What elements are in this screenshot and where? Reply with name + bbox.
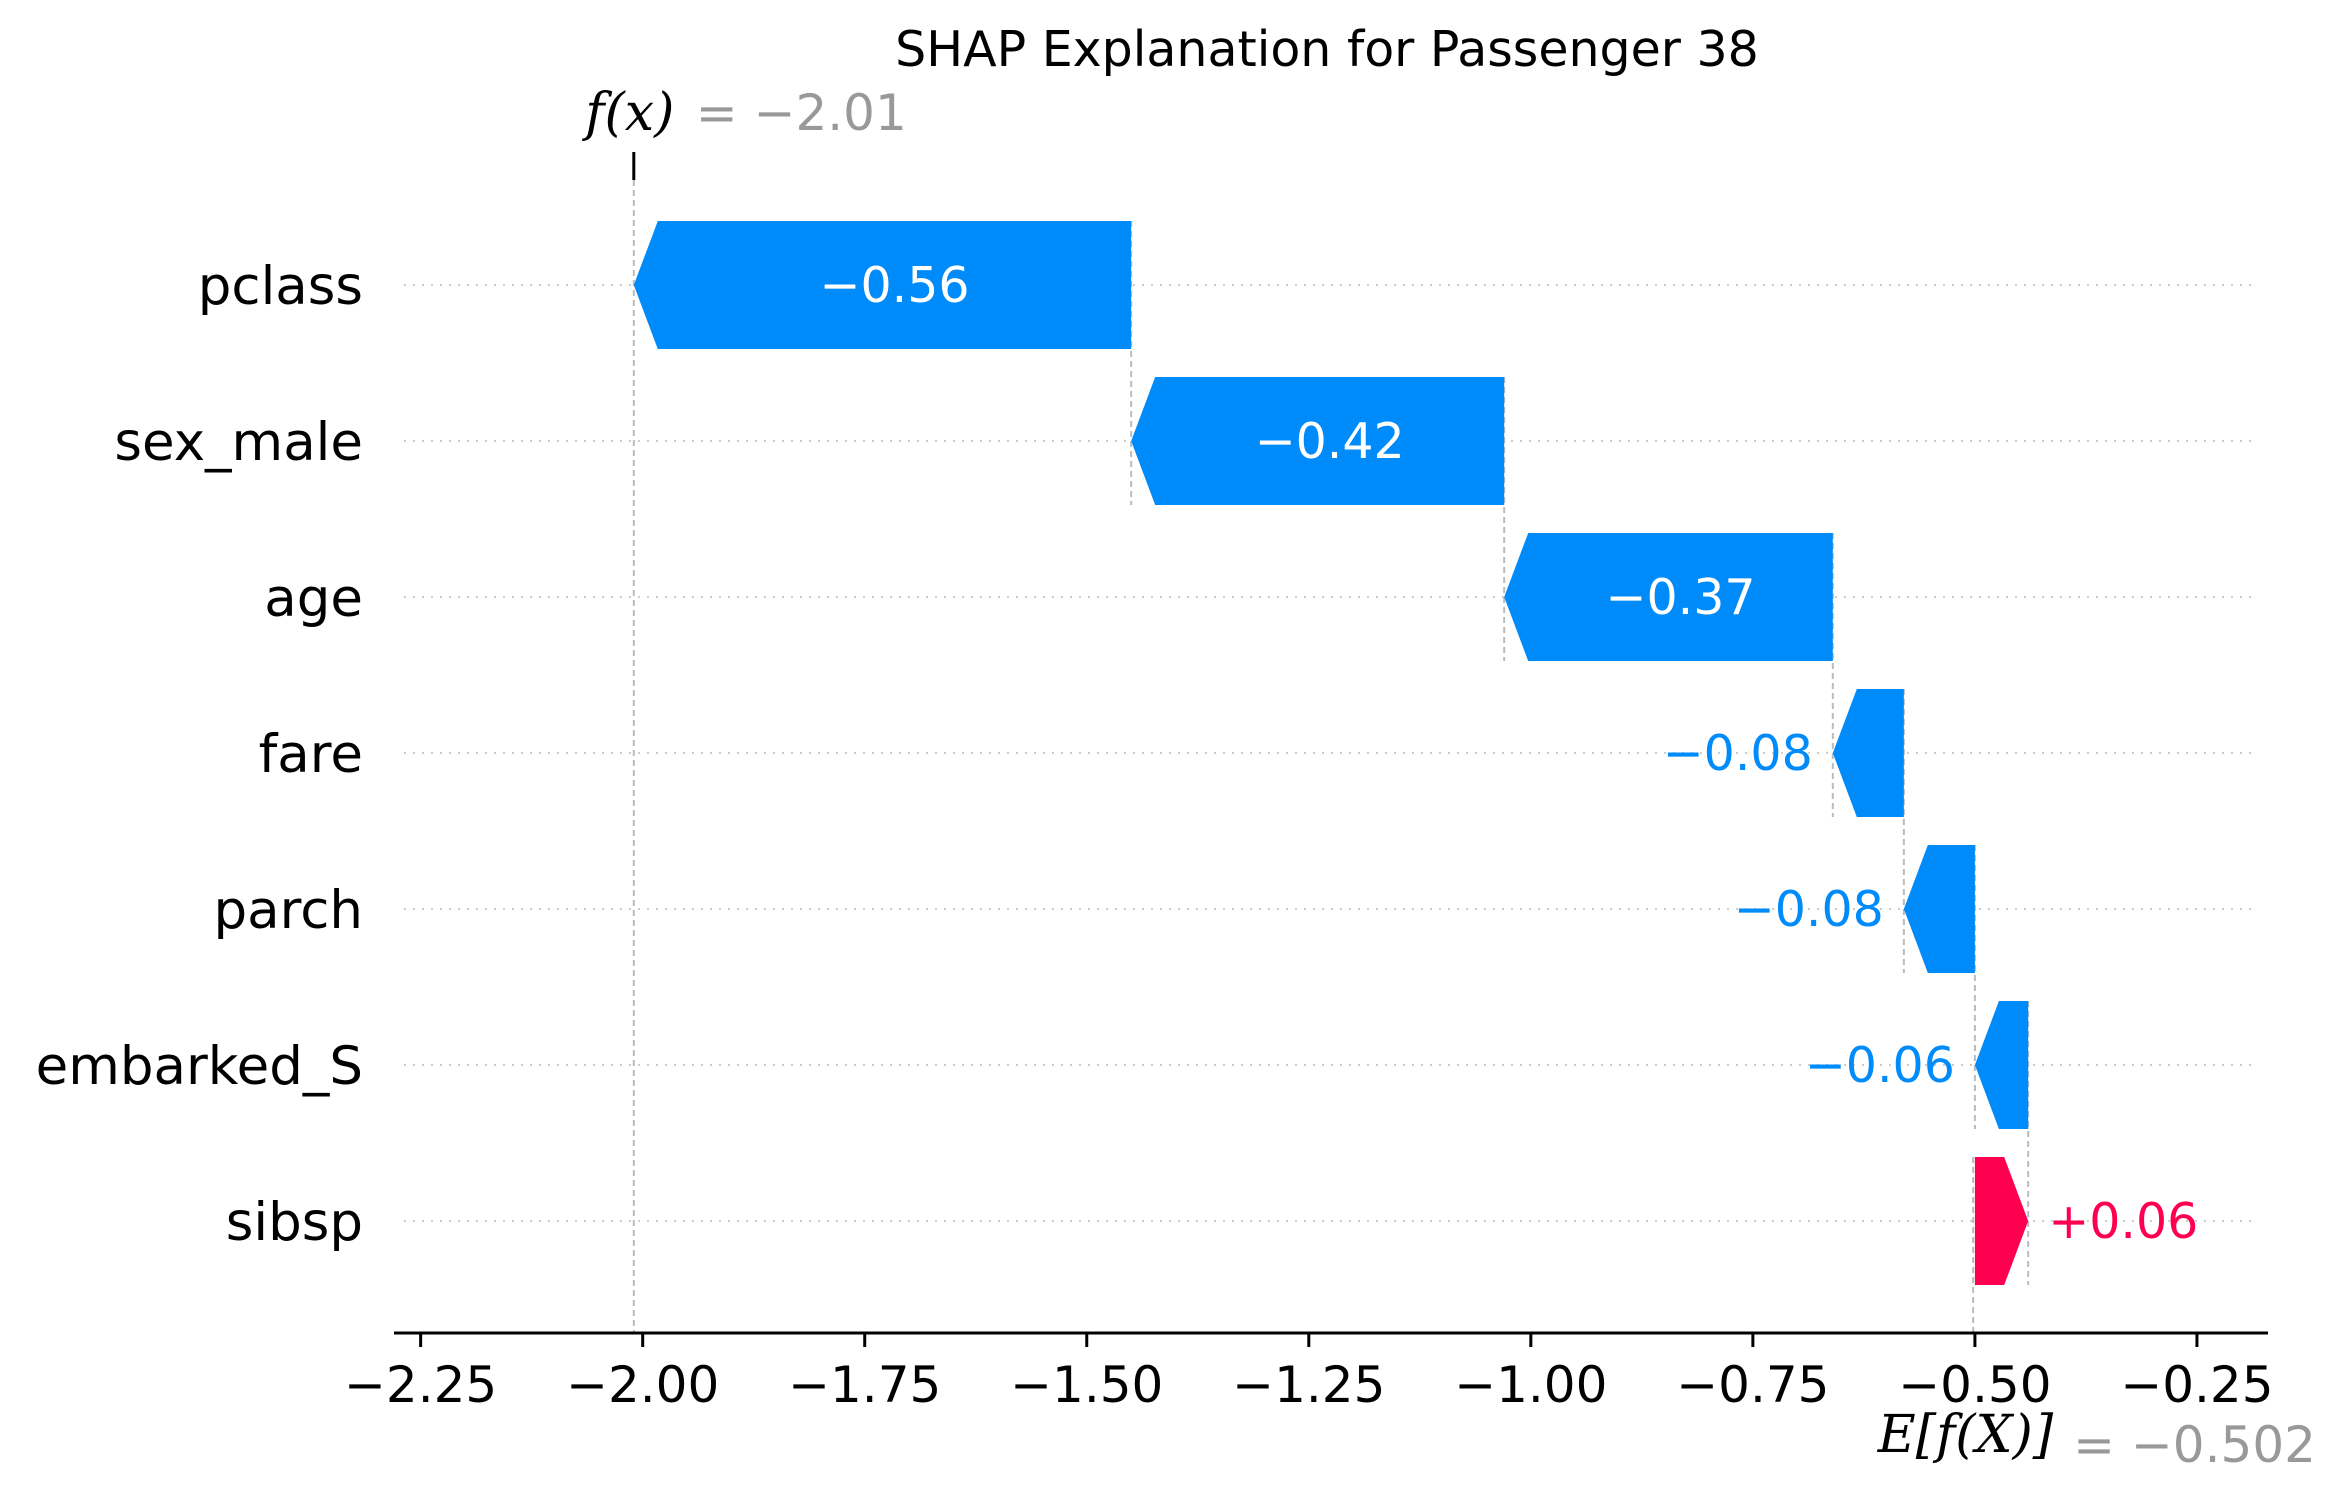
bar-value-label: −0.56: [819, 257, 969, 314]
bar-value-label: −0.42: [1255, 413, 1405, 470]
base-annotation: E[f(X)] = −0.502: [1877, 1405, 2316, 1474]
x-tick-label: −2.00: [566, 1356, 719, 1414]
feature-label: fare: [259, 724, 363, 785]
bars: −0.56 −0.42 −0.37 −0.08 −0.08 −0.06 +0.06: [633, 221, 2198, 1285]
shap-bar-age: [1504, 533, 1833, 661]
guide-lines: [632, 152, 2030, 1333]
x-tick-label: −2.25: [344, 1356, 497, 1414]
bar-value-label: −0.08: [1734, 881, 1884, 938]
feature-label: parch: [214, 880, 363, 941]
output-value: = −2.01: [696, 84, 907, 142]
bar-value-label: +0.06: [2048, 1193, 2198, 1250]
x-tick-label: −0.50: [1898, 1356, 2051, 1414]
base-symbol: E[f(X)]: [1877, 1405, 2054, 1465]
output-annotation: f(x) = −2.01: [581, 83, 907, 143]
bar-value-label: −0.37: [1605, 569, 1755, 626]
feature-label: pclass: [198, 256, 363, 317]
feature-label: sex_male: [114, 412, 363, 473]
shap-bar-sex_male: [1131, 377, 1505, 505]
feature-label: sibsp: [226, 1192, 363, 1253]
feature-label: age: [264, 568, 363, 629]
x-axis: −2.25 −2.00 −1.75 −1.50 −1.25 −1.00 −0.75 −0.50…: [344, 1331, 2274, 1414]
shap-bar-parch: [1903, 845, 1975, 973]
base-value: = −0.502: [2073, 1416, 2316, 1474]
annotations: f(x) = −2.01 E[f(X)] = −0.502: [581, 83, 2316, 1474]
shap-bar-sibsp: [1974, 1157, 2029, 1285]
x-tick-label: −1.50: [1010, 1356, 1163, 1414]
x-tick-label: −1.25: [1232, 1356, 1385, 1414]
shap-bar-fare: [1832, 689, 1904, 817]
x-tick-label: −1.00: [1454, 1356, 1607, 1414]
shap-bar-embarked_S: [1974, 1001, 2029, 1129]
x-tick-label: −0.25: [2120, 1356, 2273, 1414]
bar-value-label: −0.06: [1805, 1037, 1955, 1094]
output-symbol: f(x): [581, 83, 674, 143]
bar-value-label: −0.08: [1663, 725, 1813, 782]
chart-title: SHAP Explanation for Passenger 38: [895, 21, 1759, 78]
shap-bar-pclass: [633, 221, 1132, 349]
feature-label: embarked_S: [36, 1036, 363, 1097]
x-tick-label: −1.75: [788, 1356, 941, 1414]
x-tick-label: −0.75: [1676, 1356, 1829, 1414]
